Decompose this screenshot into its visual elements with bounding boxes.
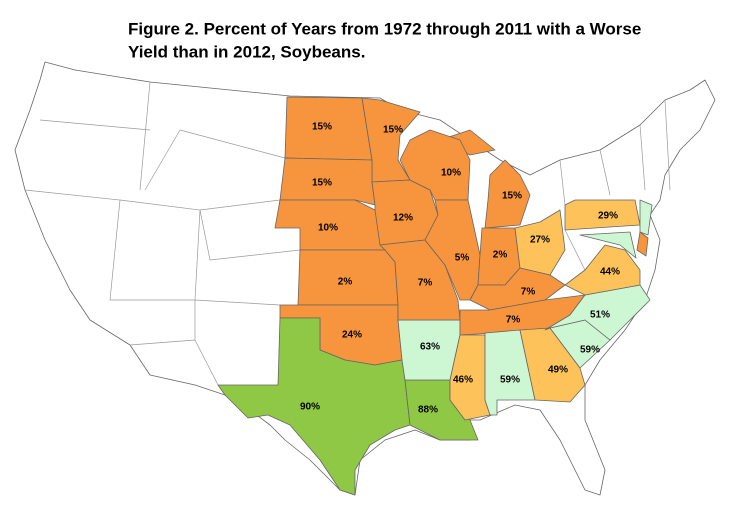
state-label: 15% <box>383 125 403 136</box>
state-label: 15% <box>502 191 522 202</box>
state <box>564 199 641 231</box>
state-label: 59% <box>580 345 600 356</box>
state <box>484 159 531 229</box>
state <box>579 231 637 259</box>
state-label: 7% <box>521 287 536 298</box>
state <box>424 199 481 301</box>
state-label: 46% <box>453 375 473 386</box>
state-label: 88% <box>418 405 438 416</box>
state-label: 15% <box>312 122 332 133</box>
state-label: 2% <box>338 277 353 288</box>
state <box>639 199 653 236</box>
title-line: Yield than in 2012, Soybeans. <box>128 42 365 61</box>
state-label: 10% <box>441 168 461 179</box>
state-label: 90% <box>300 402 320 413</box>
state-label: 44% <box>600 267 620 278</box>
state-label: 12% <box>393 213 413 224</box>
state-label: 49% <box>548 365 568 376</box>
state-label: 2% <box>493 250 508 261</box>
state <box>217 317 411 496</box>
title-line: Figure 2. Percent of Years from 1972 thr… <box>128 19 641 38</box>
state-label: 27% <box>530 235 550 246</box>
state-label: 5% <box>455 253 470 264</box>
state-label: 7% <box>418 278 433 289</box>
state-label: 24% <box>342 330 362 341</box>
state-label: 15% <box>312 178 332 189</box>
state <box>636 231 649 257</box>
state-label: 59% <box>500 375 520 386</box>
state-label: 7% <box>506 315 521 326</box>
state-label: 51% <box>590 310 610 321</box>
state-borders <box>24 81 671 386</box>
state-label: 10% <box>318 223 338 234</box>
state <box>564 244 641 296</box>
state-label: 29% <box>598 211 618 222</box>
state-label: 63% <box>420 342 440 353</box>
state <box>544 284 651 341</box>
